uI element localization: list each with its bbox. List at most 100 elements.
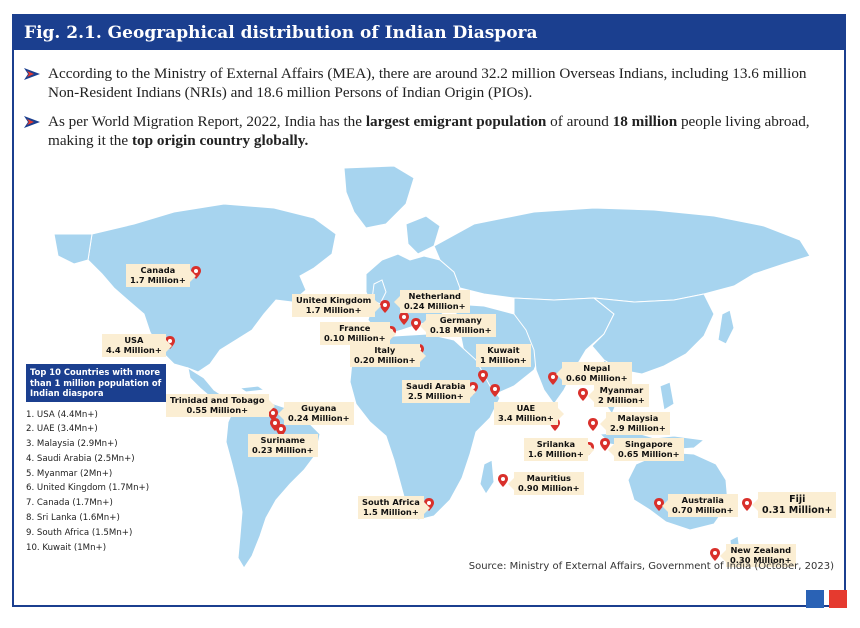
label-name: Fiji: [789, 494, 806, 505]
label-saudi-arabia: Saudi Arabia 2.5 Million+: [402, 380, 476, 403]
legend-item: 4. Saudi Arabia (2.5Mn+): [26, 453, 135, 464]
label-name: Germany: [439, 315, 482, 325]
world-map: Canada 1.7 Million+ USA 4.4 Million+ Uni…: [14, 164, 844, 604]
label-new-zealand: New Zealand 0.30 Million+: [720, 544, 796, 567]
label-usa: USA 4.4 Million+: [102, 334, 172, 357]
bullet-text-2b: of around: [546, 113, 613, 130]
label-value: 1.6 Million+: [528, 448, 584, 459]
label-value: 0.24 Million+: [404, 300, 466, 311]
label-singapore: Singapore 0.65 Million+: [608, 438, 684, 461]
map-pin-icon: [600, 438, 610, 451]
map-pin-icon: [490, 384, 500, 397]
legend-title: Top 10 Countries with more than 1 millio…: [26, 364, 166, 402]
decor-square-blue: [806, 590, 824, 608]
label-mauritius: Mauritius 0.90 Million+: [508, 472, 584, 495]
map-pin-icon: [654, 498, 664, 511]
map-pin-icon: [478, 370, 488, 383]
legend-item: 10. Kuwait (1Mn+): [26, 542, 107, 553]
label-value: 0.20 Million+: [354, 354, 416, 365]
label-myanmar: Myanmar 2 Million+: [588, 384, 649, 407]
bullet-text-2c: people living abroad, making it the: [48, 113, 810, 149]
label-value: 2.5 Million+: [407, 390, 464, 401]
legend-item: 7. Canada (1.7Mn+): [26, 498, 113, 509]
label-south-africa: South Africa 1.5 Million+: [358, 496, 430, 519]
label-name: Srilanka: [536, 439, 576, 449]
label-value: 0.10 Million+: [324, 332, 386, 343]
label-name: Guyana: [301, 403, 337, 413]
label-name: UAE: [516, 403, 536, 413]
map-pin-icon: [380, 300, 390, 313]
label-value: 0.60 Million+: [566, 372, 628, 383]
label-value: 2.9 Million+: [610, 422, 666, 433]
label-germany: Germany 0.18 Million+: [420, 314, 496, 337]
label-uae: UAE 3.4 Million+: [494, 402, 564, 425]
label-value: 0.70 Million+: [672, 504, 734, 515]
figure-frame: Fig. 2.1. Geographical distribution of I…: [12, 14, 846, 607]
bullet-text-2a: As per World Migration Report, 2022, Ind…: [48, 113, 366, 130]
label-fiji: Fiji 0.31 Million+: [751, 492, 837, 518]
map-pin-icon: [710, 548, 720, 561]
label-suriname: Suriname 0.23 Million+: [248, 434, 318, 457]
bullet-list: According to the Ministry of External Af…: [22, 64, 837, 160]
arrow-bullet-icon: [24, 68, 40, 80]
arrow-bullet-icon: [24, 116, 40, 128]
top10-legend: Top 10 Countries with more than 1 millio…: [26, 364, 166, 555]
label-trinidad-tobago: Trinidad and Tobago 0.55 Million+: [166, 394, 275, 417]
label-name: Singapore: [624, 439, 673, 449]
label-value: 0.90 Million+: [518, 482, 580, 493]
label-name: France: [339, 323, 371, 333]
label-netherland: Netherland 0.24 Million+: [394, 290, 470, 313]
label-uk: United Kingdom 1.7 Million+: [292, 294, 382, 317]
map-pin-icon: [578, 388, 588, 401]
label-value: 2 Million+: [598, 394, 645, 405]
label-name: United Kingdom: [296, 295, 372, 305]
bullet-item-2: As per World Migration Report, 2022, Ind…: [22, 112, 837, 150]
bullet-bold-3: top origin country globally.: [131, 132, 309, 149]
map-pin-icon: [399, 312, 409, 325]
legend-item: 8. Sri Lanka (1.6Mn+): [26, 513, 120, 524]
label-value: 1.7 Million+: [130, 274, 186, 285]
legend-item: 2. UAE (3.4Mn+): [26, 424, 98, 435]
label-name: Suriname: [260, 435, 306, 445]
label-name: USA: [124, 335, 144, 345]
label-name: South Africa: [362, 497, 420, 507]
label-kuwait: Kuwait 1 Million+: [476, 344, 531, 367]
label-name: Saudi Arabia: [406, 381, 466, 391]
label-value: 1.5 Million+: [363, 506, 419, 517]
label-value: 4.4 Million+: [106, 344, 162, 355]
label-name: New Zealand: [730, 545, 792, 555]
map-pin-icon: [276, 424, 286, 437]
label-name: Netherland: [408, 291, 461, 301]
label-name: Australia: [681, 495, 724, 505]
label-name: Nepal: [583, 363, 611, 373]
map-pin-icon: [548, 372, 558, 385]
label-value: 0.55 Million+: [186, 404, 249, 415]
source-note: Source: Ministry of External Affairs, Go…: [468, 561, 834, 572]
legend-item: 6. United Kingdom (1.7Mn+): [26, 483, 150, 494]
label-value: 0.31 Million+: [762, 505, 833, 516]
label-italy: Italy 0.20 Million+: [350, 344, 426, 367]
bullet-bold-1: largest emigrant population: [365, 113, 547, 130]
label-value: 0.24 Million+: [288, 412, 350, 423]
map-pin-icon: [742, 498, 752, 511]
label-name: Canada: [140, 265, 176, 275]
label-canada: Canada 1.7 Million+: [126, 264, 196, 287]
label-guyana: Guyana 0.24 Million+: [278, 402, 354, 425]
map-pin-icon: [411, 318, 421, 331]
label-australia: Australia 0.70 Million+: [662, 494, 738, 517]
label-name: Trinidad and Tobago: [170, 395, 265, 405]
bullet-item-1: According to the Ministry of External Af…: [22, 64, 837, 102]
figure-title: Fig. 2.1. Geographical distribution of I…: [14, 16, 844, 50]
label-value: 0.30 Million+: [730, 554, 792, 565]
label-name: Italy: [374, 345, 396, 355]
bullet-text-1: According to the Ministry of External Af…: [48, 65, 807, 101]
label-name: Malaysia: [617, 413, 659, 423]
label-value: 3.4 Million+: [498, 412, 554, 423]
label-name: Mauritius: [526, 473, 571, 483]
label-name: Myanmar: [599, 385, 644, 395]
label-srilanka: Srilanka 1.6 Million+: [524, 438, 594, 461]
legend-item: 3. Malaysia (2.9Mn+): [26, 439, 118, 450]
legend-item: 1. USA (4.4Mn+): [26, 409, 98, 420]
legend-list: 1. USA (4.4Mn+) 2. UAE (3.4Mn+) 3. Malay…: [26, 408, 166, 556]
label-value: 0.65 Million+: [618, 448, 680, 459]
